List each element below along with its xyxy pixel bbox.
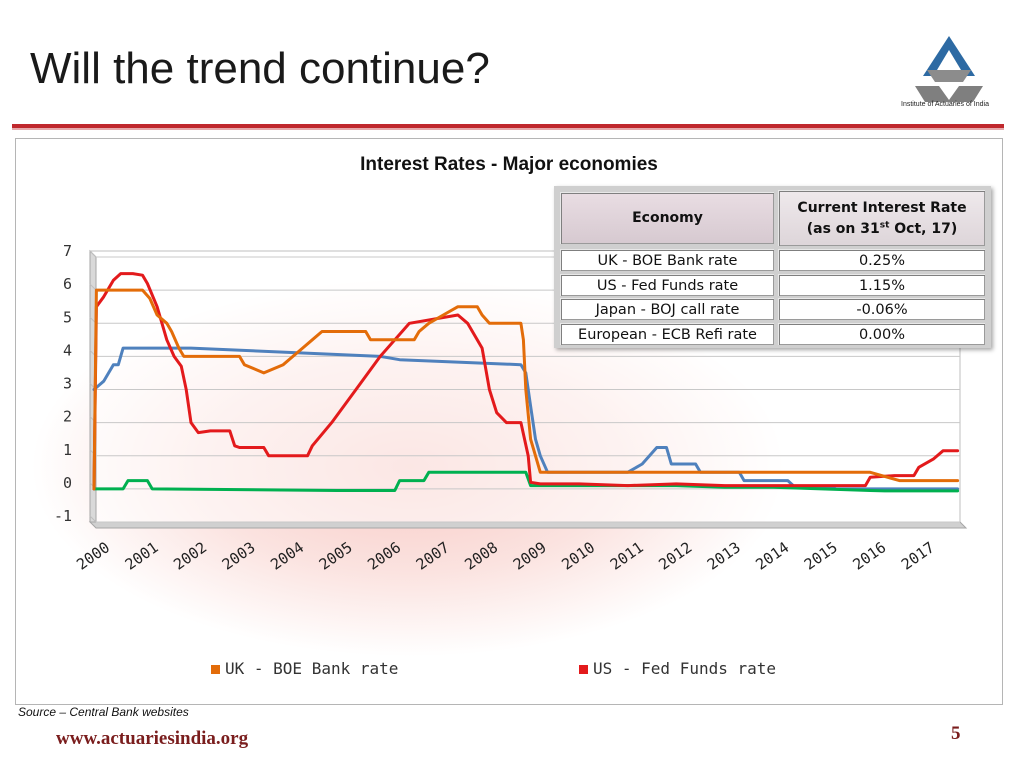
legend-swatch xyxy=(579,665,588,674)
legend-label: US - Fed Funds rate xyxy=(593,659,776,678)
table-row: 1.15% xyxy=(778,274,985,296)
table-header-economy: Economy xyxy=(560,192,774,244)
table-header-rate-sup: st xyxy=(879,219,890,230)
table-header-rate: Current Interest Rate (as on 31st Oct, 1… xyxy=(778,190,985,246)
y-tick-label: 1 xyxy=(63,441,72,459)
table-row: US - Fed Funds rate xyxy=(560,274,774,296)
table-cell-economy: UK - BOE Bank rate xyxy=(597,252,738,269)
table-cell-economy: US - Fed Funds rate xyxy=(596,277,739,294)
source-note: Source – Central Bank websites xyxy=(18,705,189,719)
table-cell-rate: -0.06% xyxy=(856,301,908,318)
table-header-economy-label: Economy xyxy=(632,210,703,226)
y-tick-label: 2 xyxy=(63,408,72,426)
table-cell-economy: European - ECB Refi rate xyxy=(578,326,757,343)
footer-url: www.actuariesindia.org xyxy=(56,728,249,749)
table-cell-rate: 1.15% xyxy=(858,277,906,294)
y-tick-label: 0 xyxy=(63,474,72,492)
table-row: European - ECB Refi rate xyxy=(560,323,774,345)
x-tick-label: 2003 xyxy=(219,538,259,573)
x-tick-label: 2013 xyxy=(704,538,744,573)
x-tick-label: 2016 xyxy=(849,538,889,573)
x-tick-label: 2005 xyxy=(316,538,356,573)
table-header-rate-prefix: (as on 31 xyxy=(806,220,880,237)
legend-label: UK - BOE Bank rate xyxy=(225,659,398,678)
interest-rate-table: Economy Current Interest Rate (as on 31s… xyxy=(554,186,991,348)
table-cell-economy: Japan - BOJ call rate xyxy=(595,301,740,318)
gridline-side xyxy=(89,283,97,291)
x-tick-label: 2000 xyxy=(73,538,113,573)
y-tick-label: 4 xyxy=(63,341,72,359)
table-cell-rate: 0.00% xyxy=(858,326,906,343)
x-tick-label: 2004 xyxy=(267,538,307,573)
legend-swatch xyxy=(211,665,220,674)
x-tick-label: 2007 xyxy=(413,538,453,573)
x-tick-label: 2008 xyxy=(461,538,501,573)
x-tick-label: 2010 xyxy=(558,538,598,573)
x-tick-label: 2009 xyxy=(510,538,550,573)
table-row: UK - BOE Bank rate xyxy=(560,249,774,271)
table-header-rate-line1: Current Interest Rate xyxy=(797,199,967,216)
title-divider-shadow xyxy=(12,128,1004,130)
institute-logo xyxy=(915,36,983,102)
table-row: Japan - BOJ call rate xyxy=(560,298,774,320)
gridline-side xyxy=(89,515,97,523)
slide-title: Will the trend continue? xyxy=(30,44,490,93)
page-number: 5 xyxy=(951,723,961,744)
x-tick-label: 2011 xyxy=(607,538,647,573)
table-cell-rate: 0.25% xyxy=(858,252,906,269)
x-tick-label: 2012 xyxy=(655,538,695,573)
y-tick-label: 3 xyxy=(63,375,72,393)
x-tick-label: 2006 xyxy=(364,538,404,573)
x-tick-label: 2014 xyxy=(752,538,792,573)
y-tick-label: 7 xyxy=(63,242,72,260)
series-line-unlabeled-2 xyxy=(92,470,960,493)
chart-title: Interest Rates - Major economies xyxy=(360,154,658,175)
table-row: -0.06% xyxy=(778,298,985,320)
x-tick-label: 2017 xyxy=(898,538,938,573)
table-header-rate-suffix: Oct, 17) xyxy=(889,220,958,237)
series-line-uk-boe-bank-rate xyxy=(92,288,960,491)
x-tick-label: 2001 xyxy=(122,538,162,573)
x-tick-label: 2015 xyxy=(801,538,841,573)
gridline-side xyxy=(89,250,97,258)
title-divider xyxy=(12,124,1004,128)
plot-floor xyxy=(88,521,968,529)
y-tick-label: 5 xyxy=(63,308,72,326)
logo-caption: Institute of Actuaries of India xyxy=(901,101,989,108)
y-tick-label: 6 xyxy=(63,275,72,293)
x-tick-label: 2002 xyxy=(170,538,210,573)
table-row: 0.00% xyxy=(778,323,985,345)
table-row: 0.25% xyxy=(778,249,985,271)
y-tick-label: -1 xyxy=(54,507,72,525)
